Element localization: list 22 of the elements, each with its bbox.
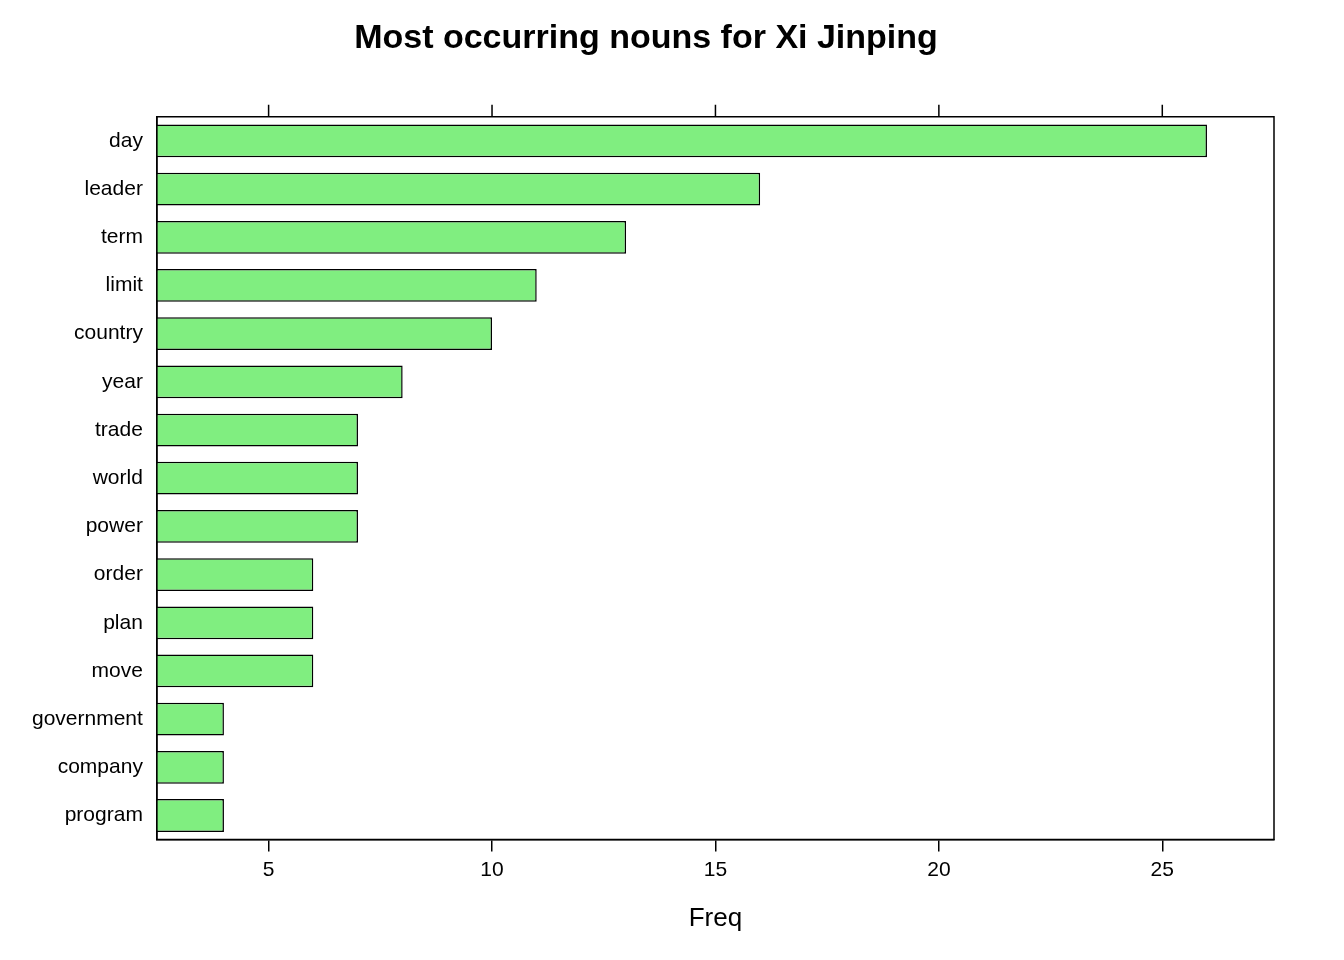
y-tick-label: order xyxy=(93,561,143,585)
x-tick-label: 15 xyxy=(703,857,728,880)
chart-title: Most occurring nouns for Xi Jinping xyxy=(354,16,938,55)
x-tick-label: 5 xyxy=(262,857,275,880)
y-tick-label: year xyxy=(102,368,143,392)
x-axis-title: Freq xyxy=(688,901,743,932)
y-tick-label: world xyxy=(91,465,143,488)
y-tick-label: term xyxy=(100,224,143,248)
x-tick-label: 10 xyxy=(480,857,504,880)
y-tick-label: country xyxy=(74,320,144,344)
y-tick-label: move xyxy=(91,657,143,681)
y-tick-label: government xyxy=(31,705,144,729)
x-tick-label: 20 xyxy=(927,857,951,880)
y-tick-label: limit xyxy=(105,272,144,296)
y-tick-label: plan xyxy=(103,609,143,633)
y-tick-label: trade xyxy=(95,416,143,440)
y-tick-label: program xyxy=(64,802,143,826)
x-tick-label: 25 xyxy=(1150,857,1174,880)
y-tick-label: company xyxy=(57,754,144,778)
y-tick-label: power xyxy=(85,513,143,537)
y-tick-label: day xyxy=(109,127,144,151)
y-tick-label: leader xyxy=(84,175,143,199)
